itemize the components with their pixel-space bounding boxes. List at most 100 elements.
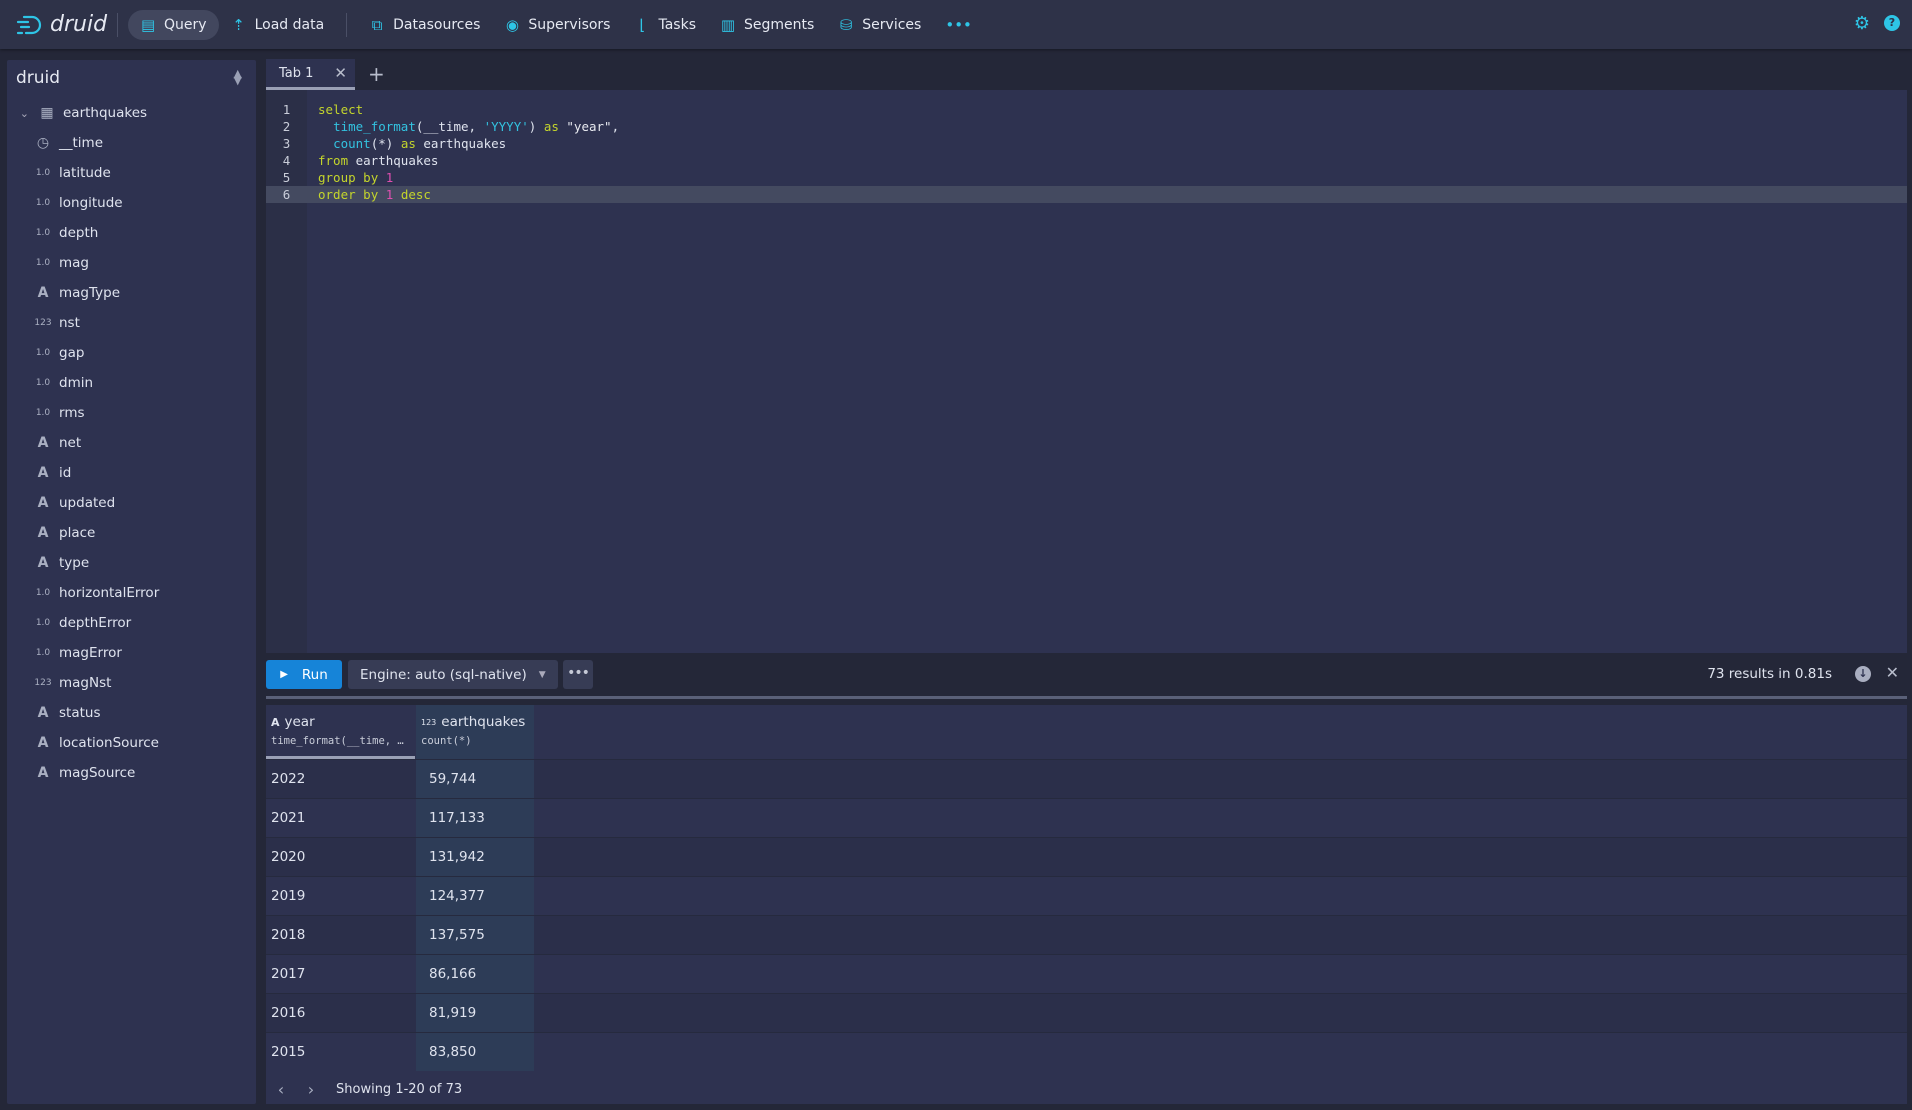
column-name: longitude xyxy=(59,195,123,211)
cell-year[interactable]: 2020 xyxy=(271,849,306,865)
code-line[interactable]: 1 select xyxy=(266,101,1907,118)
column-name: year xyxy=(284,714,315,730)
cell-earthquakes[interactable]: 83,850 xyxy=(429,1044,477,1060)
string-type-icon: A xyxy=(37,705,49,721)
tree-column-rms[interactable]: 1.0 rms xyxy=(7,398,256,428)
nav-segments[interactable]: ▥ Segments xyxy=(708,10,826,40)
cell-year[interactable]: 2021 xyxy=(271,810,306,826)
close-results-icon[interactable]: ✕ xyxy=(1885,663,1899,682)
sql-editor[interactable]: 1 select 2 time_format(__time, 'YYYY') as … xyxy=(266,90,1907,653)
tree-column-gap[interactable]: 1.0 gap xyxy=(7,338,256,368)
line-number: 6 xyxy=(282,187,291,202)
run-button[interactable]: ▶ Run xyxy=(266,660,342,689)
nav-query[interactable]: ▤ Query xyxy=(128,9,219,40)
more-options-button[interactable]: ••• xyxy=(563,660,593,689)
caret-down-icon: ▼ xyxy=(538,669,546,680)
column-expression: time_format(__time, … xyxy=(271,735,404,747)
cell-earthquakes[interactable]: 137,575 xyxy=(429,927,485,943)
cell-year[interactable]: 2015 xyxy=(271,1044,306,1060)
tree-column-depthError[interactable]: 1.0 depthError xyxy=(7,608,256,638)
prev-page-icon[interactable]: ‹ xyxy=(277,1080,285,1099)
download-icon[interactable]: ↓ xyxy=(1855,666,1871,682)
nav-datasources[interactable]: ⧉ Datasources xyxy=(357,10,492,40)
table-row: 2015 83,850 xyxy=(266,1032,1907,1071)
engine-select[interactable]: Engine: auto (sql-native) ▼ xyxy=(348,660,558,689)
tree-column-magNst[interactable]: 123 magNst xyxy=(7,668,256,698)
result-info: 73 results in 0.81s xyxy=(1707,666,1832,682)
table-icon: ▦ xyxy=(40,105,54,121)
cell-year[interactable]: 2022 xyxy=(271,771,306,787)
cell-earthquakes[interactable]: 124,377 xyxy=(429,888,485,904)
column-header-earthquakes[interactable]: 123 earthquakes count(*) xyxy=(416,705,534,759)
tree-column-mag[interactable]: 1.0 mag xyxy=(7,248,256,278)
tree-column-__time[interactable]: ◷ __time xyxy=(7,128,256,158)
string-type-icon: A xyxy=(37,495,49,511)
code-line[interactable]: 6 order by 1 desc xyxy=(266,186,1907,203)
tree-column-latitude[interactable]: 1.0 latitude xyxy=(7,158,256,188)
sort-icon[interactable]: ▲ ▼ xyxy=(233,67,242,87)
settings-gear-icon[interactable]: ⚙ xyxy=(1853,13,1870,34)
column-name: earthquakes xyxy=(441,714,526,730)
cell-year[interactable]: 2019 xyxy=(271,888,306,904)
tree-column-dmin[interactable]: 1.0 dmin xyxy=(7,368,256,398)
nav-label: Tasks xyxy=(658,16,696,33)
database-selector[interactable]: druid xyxy=(16,68,61,88)
tree-column-magError[interactable]: 1.0 magError xyxy=(7,638,256,668)
code-text: group by 1 xyxy=(318,170,394,185)
add-tab-button[interactable]: + xyxy=(368,62,385,86)
cell-year[interactable]: 2018 xyxy=(271,927,306,943)
cell-earthquakes[interactable]: 86,166 xyxy=(429,966,477,982)
druid-logo[interactable]: druid xyxy=(16,12,107,37)
cell-earthquakes[interactable]: 117,133 xyxy=(429,810,485,826)
pagination: ‹ › Showing 1-20 of 73 xyxy=(266,1075,1907,1104)
nav-tasks[interactable]: ⌊ Tasks xyxy=(622,10,708,40)
column-name: id xyxy=(59,465,72,481)
druid-logo-icon xyxy=(16,15,42,34)
column-expression: count(*) xyxy=(421,735,472,747)
resize-divider[interactable] xyxy=(266,696,1907,699)
nav-more-button[interactable]: ••• xyxy=(933,10,973,40)
code-text: from earthquakes xyxy=(318,153,439,168)
string-type-icon: A xyxy=(37,435,49,451)
tree-table-earthquakes[interactable]: ⌄ ▦ earthquakes xyxy=(7,98,256,128)
query-toolbar: ▶ Run Engine: auto (sql-native) ▼ ••• 73 r… xyxy=(266,660,1907,689)
code-line[interactable]: 5 group by 1 xyxy=(266,169,1907,186)
nav-label: Supervisors xyxy=(528,16,611,33)
tree-column-horizontalError[interactable]: 1.0 horizontalError xyxy=(7,578,256,608)
cell-earthquakes[interactable]: 81,919 xyxy=(429,1005,477,1021)
close-tab-icon[interactable]: ✕ xyxy=(334,64,347,82)
line-gutter xyxy=(266,90,307,653)
tree-column-nst[interactable]: 123 nst xyxy=(7,308,256,338)
help-icon[interactable]: ? xyxy=(1884,15,1900,31)
next-page-icon[interactable]: › xyxy=(307,1080,315,1099)
nav-services[interactable]: ⛁ Services xyxy=(826,10,933,40)
code-line[interactable]: 2 time_format(__time, 'YYYY') as "year", xyxy=(266,118,1907,135)
cell-year[interactable]: 2017 xyxy=(271,966,306,982)
number-type-icon: 123 xyxy=(421,717,437,727)
nav-load-data[interactable]: ⇡ Load data xyxy=(219,10,337,40)
cell-year[interactable]: 2016 xyxy=(271,1005,306,1021)
double-type-icon: 1.0 xyxy=(35,648,51,658)
code-lines: 1 select 2 time_format(__time, 'YYYY') as … xyxy=(266,101,1907,203)
code-line[interactable]: 4 from earthquakes xyxy=(266,152,1907,169)
cell-earthquakes[interactable]: 131,942 xyxy=(429,849,485,865)
nav-supervisors[interactable]: ◉ Supervisors xyxy=(492,10,622,40)
table-row: 2017 86,166 xyxy=(266,954,1907,993)
code-line[interactable]: 3 count(*) as earthquakes xyxy=(266,135,1907,152)
tree-column-longitude[interactable]: 1.0 longitude xyxy=(7,188,256,218)
tree-column-depth[interactable]: 1.0 depth xyxy=(7,218,256,248)
cell-earthquakes[interactable]: 59,744 xyxy=(429,771,477,787)
tab-1[interactable]: Tab 1 ✕ xyxy=(266,59,355,90)
column-tree: ⌄ ▦ earthquakes ◷ __time 1.0 latitude 1.0 lon… xyxy=(7,98,256,788)
chevron-down-icon[interactable]: ⌄ xyxy=(19,106,29,120)
